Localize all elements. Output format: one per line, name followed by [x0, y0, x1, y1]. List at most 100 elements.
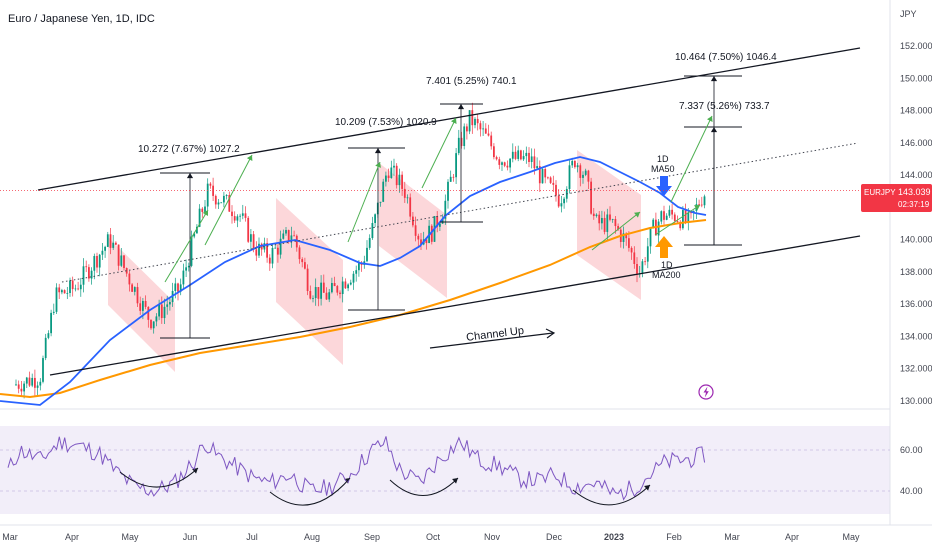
candle-body: [333, 282, 336, 287]
candle-body: [501, 162, 503, 165]
lightning-icon[interactable]: [698, 384, 714, 400]
candle-body: [50, 312, 52, 334]
candle-body: [441, 218, 444, 224]
candle-body: [155, 316, 158, 322]
price-tick-label: 138.000: [900, 267, 932, 277]
candle-body: [266, 243, 268, 258]
time-tick-label: Aug: [304, 532, 320, 542]
correction-zone: [379, 163, 447, 298]
candle-body: [193, 233, 196, 237]
candle-body: [306, 268, 309, 292]
projection-arrowhead: [246, 155, 253, 161]
price-tick-label: 140.000: [900, 235, 932, 245]
candle-body: [117, 244, 120, 266]
candle-body: [88, 267, 90, 279]
candle-body: [595, 214, 598, 217]
projection-arrow: [421, 117, 457, 189]
channel-up-arrow: [429, 332, 554, 349]
candle-body: [339, 292, 341, 295]
candle-body: [660, 211, 663, 222]
candle-body: [679, 221, 682, 229]
candle-body: [106, 234, 109, 247]
candle-body: [282, 233, 285, 239]
candle-body: [517, 150, 520, 159]
candle-body: [36, 385, 39, 388]
time-tick-label: Dec: [546, 532, 563, 542]
projection-arrow: [591, 211, 641, 251]
candle-body: [617, 226, 619, 230]
rsi-cup-arc: [572, 484, 651, 506]
candle-body: [479, 123, 482, 130]
candle-body: [98, 254, 101, 268]
price-tick-label: 152.000: [900, 41, 932, 51]
candle-body: [439, 223, 441, 227]
candle-body: [514, 151, 517, 159]
candle-body: [455, 153, 457, 178]
candle-body: [182, 270, 185, 285]
candle-body: [538, 166, 541, 184]
badge-price: 143.039: [898, 187, 931, 197]
candle-body: [452, 176, 455, 178]
candle-body: [298, 247, 301, 260]
measure-arrowhead: [457, 104, 465, 110]
candle-body: [179, 284, 182, 292]
rsi-cup-arc: [269, 477, 351, 506]
candle-body: [549, 177, 552, 183]
candle-body: [552, 182, 555, 185]
time-tick-label: Apr: [65, 532, 79, 542]
candle-body: [158, 304, 160, 317]
ma50-label-line1: 1D: [657, 154, 669, 164]
candle-body: [633, 252, 636, 265]
candle-body: [295, 235, 298, 248]
candle-body: [109, 234, 112, 248]
candle-body: [77, 288, 79, 290]
candle-body: [128, 273, 131, 285]
projection-arrow: [347, 161, 381, 243]
candle-body: [474, 118, 476, 126]
candle-body: [668, 209, 671, 216]
candle-body: [236, 216, 239, 221]
candle-body: [112, 242, 115, 248]
candle-body: [609, 214, 611, 220]
candle-body: [414, 225, 417, 236]
candle-body: [206, 183, 209, 207]
candle-body: [387, 175, 390, 179]
measure-arrowhead: [710, 76, 718, 82]
candle-body: [571, 160, 574, 166]
candle-body: [347, 284, 349, 289]
candle-body: [196, 226, 198, 234]
candle-body: [239, 215, 241, 217]
candle-body: [703, 196, 706, 206]
candle-body: [174, 283, 177, 291]
candle-body: [630, 247, 633, 253]
candle-body: [690, 212, 692, 214]
candle-body: [401, 174, 403, 189]
candle-body: [536, 166, 538, 169]
rsi-band: [0, 426, 890, 514]
candle-body: [390, 167, 393, 179]
ma50-label-line2: MA50: [651, 164, 675, 174]
candle-body: [482, 128, 484, 130]
candle-body: [331, 282, 333, 293]
candle-body: [274, 247, 277, 249]
candle-body: [220, 202, 223, 204]
candle-body: [31, 377, 34, 386]
candle-body: [201, 208, 204, 212]
candle-body: [576, 165, 579, 168]
candle-body: [344, 281, 347, 289]
time-tick-label: Sep: [364, 532, 380, 542]
candle-body: [231, 211, 233, 217]
time-tick-label: Mar: [2, 532, 18, 542]
candle-body: [66, 292, 69, 294]
candle-body: [209, 183, 212, 186]
candle-body: [58, 287, 61, 293]
candle-body: [44, 337, 47, 359]
candle-body: [563, 198, 565, 204]
candle-body: [541, 168, 544, 184]
candle-body: [503, 162, 506, 166]
candle-body: [417, 235, 420, 240]
candle-body: [509, 158, 511, 168]
candle-body: [23, 383, 25, 392]
candle-body: [358, 263, 360, 271]
